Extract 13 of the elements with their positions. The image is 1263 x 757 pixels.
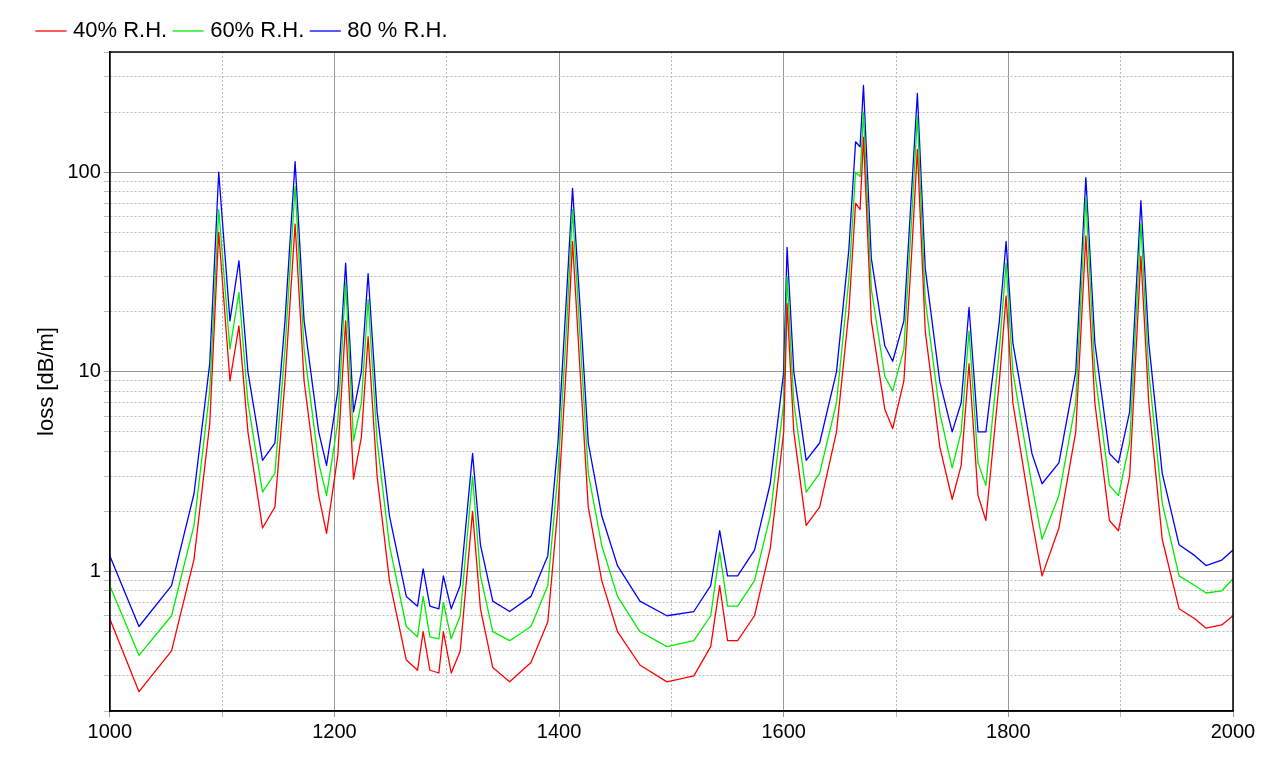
legend-label: 80 % R.H.: [347, 17, 448, 43]
legend-label: 40% R.H.: [73, 17, 168, 43]
x-tick-label: 1200: [312, 719, 357, 742]
legend-label: 60% R.H.: [210, 17, 305, 43]
x-tick-label: 1400: [536, 719, 582, 742]
x-tick-label: 1800: [986, 719, 1031, 742]
y-tick-label: 1: [89, 558, 101, 581]
x-tick-label: 1600: [761, 719, 806, 742]
y-tick-label: 10: [78, 359, 101, 382]
y-axis-title: loss [dB/m]: [33, 327, 59, 436]
y-tick-label: 100: [67, 159, 101, 182]
x-tick-label: 1000: [87, 719, 133, 742]
x-tick-label: 2000: [1210, 719, 1256, 742]
